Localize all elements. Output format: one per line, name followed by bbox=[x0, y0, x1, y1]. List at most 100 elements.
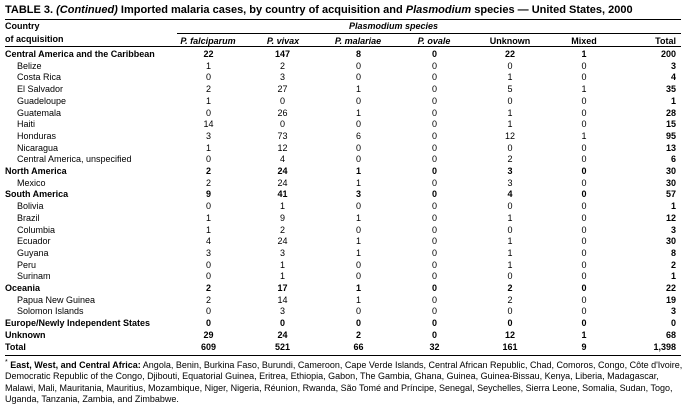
cell: 3 bbox=[355, 189, 361, 200]
header-species-group: Plasmodium species bbox=[349, 21, 439, 31]
cell: 0 bbox=[205, 154, 211, 165]
cell: 0 bbox=[431, 166, 437, 177]
cell: 0 bbox=[355, 259, 361, 270]
cell: 0 bbox=[581, 318, 587, 329]
rule bbox=[5, 19, 681, 20]
cell: 1 bbox=[355, 247, 361, 258]
cell: 0 bbox=[355, 271, 361, 282]
title-prefix: TABLE 3. bbox=[5, 4, 57, 16]
cell: 0 bbox=[431, 177, 437, 188]
row-label: Nicaragua bbox=[17, 142, 59, 153]
row-label: Mexico bbox=[17, 177, 46, 188]
table-row: Nicaragua 1 12 0 0 0 0 13 bbox=[5, 143, 681, 155]
cell: 0 bbox=[431, 247, 437, 258]
cell: 0 bbox=[279, 318, 285, 329]
cell: 22 bbox=[665, 283, 676, 294]
cell: 1 bbox=[355, 166, 361, 177]
cell: 12 bbox=[277, 142, 288, 153]
cell: 0 bbox=[431, 49, 437, 59]
cell: 0 bbox=[581, 283, 587, 294]
cell: 1 bbox=[279, 271, 285, 282]
cell: 0 bbox=[355, 142, 361, 153]
cell: 24 bbox=[277, 236, 288, 247]
cell: 0 bbox=[507, 271, 513, 282]
cell: 32 bbox=[429, 341, 440, 352]
title-genus: Plasmodium bbox=[405, 4, 472, 16]
cell: 2 bbox=[205, 84, 211, 95]
cell: 14 bbox=[203, 119, 214, 130]
cell: 14 bbox=[277, 294, 288, 305]
cell: 2 bbox=[205, 177, 211, 188]
row-label: Haiti bbox=[17, 119, 36, 130]
cell: 3 bbox=[279, 306, 285, 317]
table-row: Belize 1 2 0 0 0 0 3 bbox=[5, 61, 681, 73]
cell: 9 bbox=[581, 341, 587, 352]
column-header: P. ovale bbox=[417, 36, 451, 46]
cell: 6 bbox=[670, 154, 676, 165]
cell: 2 bbox=[205, 294, 211, 305]
cell: 1 bbox=[507, 107, 513, 118]
cell: 4 bbox=[205, 236, 211, 247]
cell: 1 bbox=[507, 72, 513, 83]
cell: 57 bbox=[665, 189, 676, 200]
cell: 1,398 bbox=[653, 341, 676, 352]
cell: 0 bbox=[355, 119, 361, 130]
table-row: North America 2 24 1 0 3 0 30 bbox=[5, 166, 681, 178]
cell: 0 bbox=[507, 95, 513, 106]
cell: 0 bbox=[355, 201, 361, 212]
cell: 200 bbox=[660, 49, 676, 59]
cell: 0 bbox=[581, 236, 587, 247]
footnote-marker: * bbox=[5, 359, 8, 366]
table-row: Guadeloupe 1 0 0 0 0 0 1 bbox=[5, 96, 681, 108]
cell: 3 bbox=[205, 247, 211, 258]
cell: 13 bbox=[665, 142, 676, 153]
cell: 0 bbox=[355, 60, 361, 71]
cell: 0 bbox=[507, 224, 513, 235]
cell: 0 bbox=[355, 72, 361, 83]
cell: 41 bbox=[277, 189, 288, 200]
column-header: Mixed bbox=[571, 36, 597, 46]
cell: 0 bbox=[355, 318, 361, 329]
cell: 19 bbox=[665, 294, 676, 305]
header-country: Country bbox=[5, 21, 40, 31]
cell: 1 bbox=[507, 247, 513, 258]
footnote-bold: East, West, and Central Africa: bbox=[10, 360, 141, 370]
cell: 1 bbox=[507, 212, 513, 223]
cell: 30 bbox=[665, 166, 676, 177]
cell: 1 bbox=[670, 201, 676, 212]
cell: 1 bbox=[355, 283, 361, 294]
cell: 0 bbox=[581, 294, 587, 305]
cell: 8 bbox=[355, 49, 361, 59]
row-label: Ecuador bbox=[17, 236, 51, 247]
cell: 2 bbox=[205, 166, 211, 177]
table-row: Haiti 14 0 0 0 1 0 15 bbox=[5, 119, 681, 131]
cell: 2 bbox=[507, 283, 513, 294]
table-row: Oceania 2 17 1 0 2 0 22 bbox=[5, 283, 681, 295]
cell: 0 bbox=[431, 72, 437, 83]
cell: 0 bbox=[581, 259, 587, 270]
cell: 0 bbox=[355, 154, 361, 165]
table-title: TABLE 3. (Continued) Imported malaria ca… bbox=[5, 4, 633, 16]
cell: 0 bbox=[431, 95, 437, 106]
cell: 0 bbox=[581, 212, 587, 223]
cell: 0 bbox=[431, 142, 437, 153]
table-row: Guyana 3 3 1 0 1 0 8 bbox=[5, 248, 681, 260]
column-header: P. falciparum bbox=[180, 36, 236, 46]
column-header: P. malariae bbox=[334, 36, 382, 46]
row-label: Costa Rica bbox=[17, 72, 62, 83]
table-row: Surinam 0 1 0 0 0 0 1 bbox=[5, 271, 681, 283]
column-header: P. vivax bbox=[266, 36, 300, 46]
cell: 22 bbox=[203, 49, 214, 59]
cell: 0 bbox=[431, 154, 437, 165]
cell: 3 bbox=[279, 247, 285, 258]
cell: 0 bbox=[431, 130, 437, 141]
cell: 0 bbox=[431, 271, 437, 282]
cell: 0 bbox=[581, 247, 587, 258]
cell: 2 bbox=[355, 329, 361, 340]
cell: 609 bbox=[200, 341, 217, 352]
row-label: Columbia bbox=[17, 224, 56, 235]
row-label: Brazil bbox=[17, 212, 40, 223]
row-label: North America bbox=[5, 166, 67, 177]
cell: 4 bbox=[670, 72, 676, 83]
